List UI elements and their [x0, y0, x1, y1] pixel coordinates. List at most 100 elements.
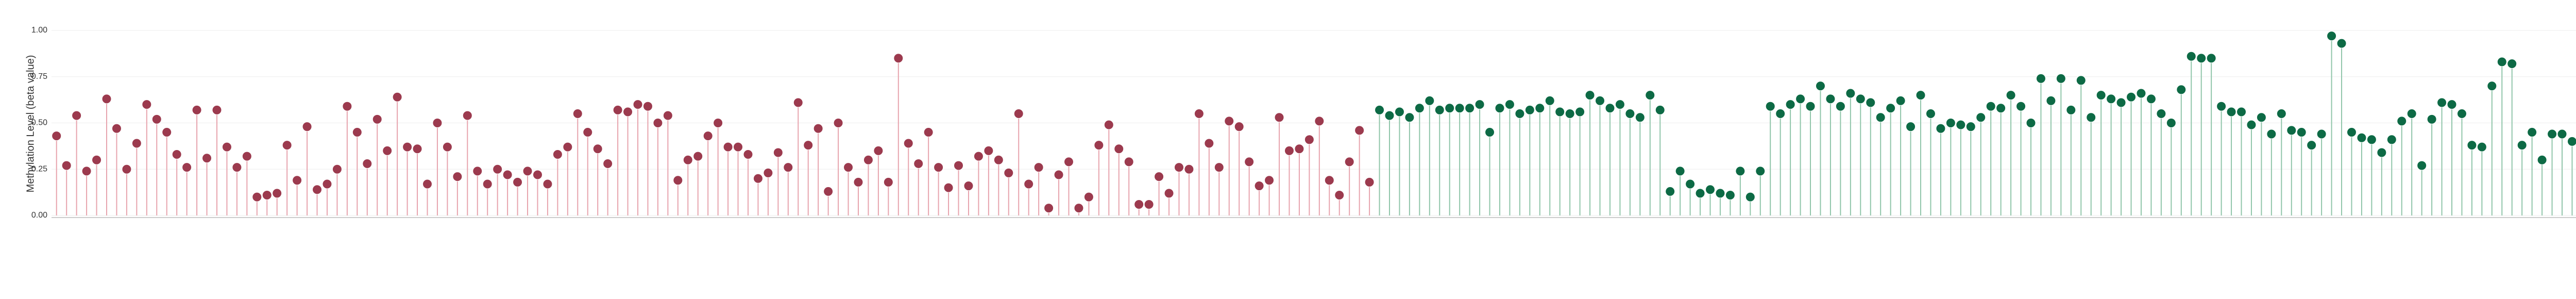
dot [1655, 105, 1665, 115]
dot [332, 164, 342, 174]
dot [1886, 103, 1896, 113]
dot [773, 147, 783, 158]
y-tick-label: 0.75 [31, 72, 47, 81]
dot [653, 118, 663, 128]
dot [1174, 162, 1184, 173]
dot [232, 162, 242, 173]
dot [151, 114, 162, 124]
dot [993, 155, 1004, 165]
dot [1945, 118, 1956, 128]
dot [1775, 109, 1786, 119]
dot [1524, 105, 1535, 115]
dot [863, 155, 873, 165]
dot [172, 150, 182, 160]
dot [262, 190, 272, 201]
dot [1184, 164, 1194, 174]
dot [1024, 179, 1034, 189]
dot [1234, 122, 1244, 132]
dot [2357, 132, 2367, 143]
dot [1735, 166, 1745, 176]
dot [1595, 95, 1605, 106]
dot [1545, 95, 1555, 106]
dot [984, 145, 994, 156]
dot [603, 158, 613, 169]
dot [1625, 109, 1635, 119]
dot [2106, 94, 2116, 104]
dot [2236, 107, 2247, 117]
dot [883, 177, 893, 187]
dot [2467, 140, 2477, 151]
dot [1745, 192, 1755, 202]
dot [1354, 125, 1365, 136]
dot [1254, 181, 1264, 191]
dot [2066, 105, 2076, 115]
dot [1906, 122, 1916, 132]
dot [292, 175, 302, 186]
dot [432, 118, 443, 128]
dot [1154, 172, 1164, 182]
dot [92, 155, 102, 165]
dot [2016, 101, 2026, 111]
dot [1144, 199, 1154, 209]
dot [422, 179, 432, 189]
dot [392, 92, 402, 102]
dot [1274, 112, 1284, 123]
dot [663, 110, 673, 121]
dot [101, 94, 112, 104]
dot [673, 175, 683, 186]
dot [522, 166, 533, 176]
dot [1875, 112, 1886, 123]
dot [1976, 112, 1986, 123]
dot [813, 123, 823, 134]
dot [342, 101, 352, 111]
dot [382, 145, 393, 156]
y-tick-label: 1.00 [31, 26, 47, 35]
dot [1475, 99, 1485, 110]
dot [1635, 112, 1645, 123]
dot [923, 127, 934, 137]
dot [903, 138, 913, 148]
dot [2316, 129, 2327, 139]
dot [1134, 199, 1144, 209]
dot [683, 155, 693, 165]
dot [2397, 116, 2407, 126]
dot [1004, 168, 1014, 178]
dot [1895, 95, 1906, 106]
dot [1705, 185, 1715, 195]
dot [2507, 59, 2517, 69]
dot [2216, 101, 2227, 111]
dot [1194, 109, 1204, 119]
dot [1785, 99, 1795, 110]
dot [1063, 157, 1074, 167]
dot [1094, 140, 1104, 151]
dot [1936, 123, 1946, 134]
dot [2176, 85, 2187, 95]
dot [462, 110, 472, 121]
dot [2246, 120, 2257, 130]
dot [402, 142, 413, 152]
dot [2256, 112, 2266, 123]
dot [2156, 109, 2166, 119]
dot [2026, 118, 2036, 128]
dot [1414, 103, 1425, 113]
dot [192, 105, 202, 115]
dot [1244, 157, 1255, 167]
dot [833, 118, 843, 128]
dot [493, 164, 503, 174]
dot [783, 162, 793, 173]
dot [2417, 160, 2427, 171]
dot [2146, 94, 2156, 104]
dot [52, 131, 62, 141]
dot [1434, 105, 1445, 115]
dot [1986, 101, 1996, 111]
dot [2427, 114, 2437, 124]
dot [823, 186, 834, 196]
dot [111, 123, 122, 134]
dot [72, 110, 82, 121]
dot [2386, 135, 2397, 145]
dot [2327, 31, 2337, 41]
dot [1555, 107, 1565, 117]
dot [1675, 166, 1685, 176]
dot [1304, 135, 1314, 145]
dot [482, 179, 493, 189]
